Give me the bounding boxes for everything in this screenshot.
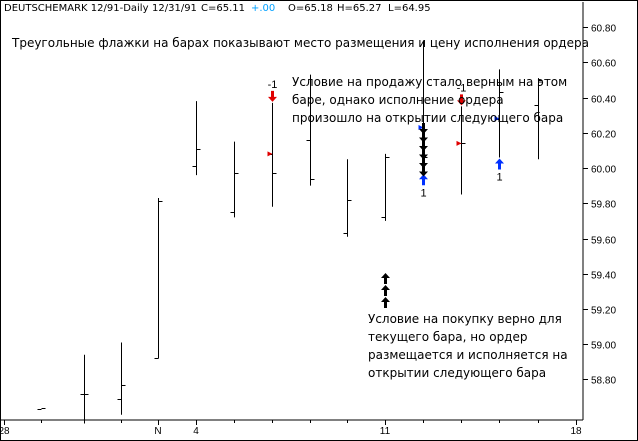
y-tick-label: 59.00 [591, 341, 616, 352]
x-tick-label: 18 [570, 426, 582, 437]
header-high: H=65.27 [337, 3, 382, 14]
x-tick-label: 4 [193, 426, 199, 437]
y-tick-label: 60.20 [591, 130, 616, 141]
ohlc-bar [343, 159, 352, 237]
sell-note-line: Условие на продажу стало верным на этом [292, 75, 568, 89]
annotation-arrow-up [381, 297, 390, 308]
y-tick-label: 60.60 [591, 59, 616, 70]
ohlc-bar [117, 342, 126, 415]
header-open: O=65.18 [288, 3, 333, 14]
buy-note: Условие на покупку верно для текущего ба… [368, 310, 568, 382]
sell-note: Условие на продажу стало верным на этом … [292, 73, 567, 127]
x-tick-label: 28 [0, 426, 10, 437]
ohlc-bar [37, 408, 46, 410]
sell-signal-arrow [457, 94, 466, 106]
annotation-arrow-up [381, 273, 390, 284]
sell-note-line: баре, однако исполнение ордера [292, 93, 504, 107]
ohlc-bar [80, 354, 89, 424]
main-note: Треугольные флажки на барах показывают м… [12, 36, 589, 50]
y-tick-label: 59.40 [591, 271, 616, 282]
sell-fill-flag [456, 140, 462, 146]
y-tick-label: 58.80 [591, 376, 616, 387]
header-low: L=64.95 [388, 3, 431, 14]
buy-note-line: текущего бара, но ордер [368, 330, 528, 344]
ohlc-bar [154, 197, 163, 359]
header-date: 12/31/91 [152, 3, 197, 14]
ohlc-bar [306, 74, 315, 186]
sell-signal-label: -1 [268, 79, 278, 91]
buy-note-line: размещается и исполняется на [368, 348, 568, 362]
buy-fill-flag [494, 116, 500, 122]
annotation-arrow-down [419, 157, 428, 168]
ohlc-bar [534, 78, 543, 160]
annotation-arrow-down [419, 148, 428, 160]
annotation-arrow-down [419, 140, 428, 151]
buy-signal-arrow [495, 158, 504, 170]
annotation-arrow-down [419, 123, 428, 134]
buy-signal-label: 1 [496, 171, 502, 183]
buy-note-line: Условие на покупку верно для [368, 312, 562, 326]
y-tick-label: 59.20 [591, 306, 616, 317]
ohlc-bar [230, 141, 239, 218]
annotation-arrow-down [419, 131, 428, 143]
header-symbol: DEUTSCHEMARK 12/91-Daily [4, 3, 149, 14]
x-tick-label: 11 [380, 426, 391, 437]
sell-note-line: произошло на открытии следующего бара [292, 111, 564, 125]
ohlc-bar [381, 153, 390, 221]
annotation-arrow-down [419, 165, 428, 177]
y-tick-label: 60.00 [591, 165, 616, 176]
y-tick-label: 59.60 [591, 236, 616, 247]
sell-signal-label: -1 [457, 82, 467, 94]
y-tick-label: 60.80 [591, 24, 616, 35]
sell-fill-flag [267, 151, 273, 157]
y-tick-label: 59.80 [591, 200, 616, 211]
buy-fill-flag [418, 124, 424, 130]
annotation-arrow-up [381, 285, 390, 296]
header-change: +.00 [251, 3, 276, 14]
y-tick-label: 60.40 [591, 95, 616, 106]
ohlc-bar [192, 101, 201, 176]
buy-signal-label: 1 [420, 187, 426, 199]
x-tick-label: N [154, 426, 161, 437]
buy-note-line: открытии следующего бара [368, 366, 547, 380]
buy-signal-arrow [419, 174, 428, 186]
header-close: C=65.11 [201, 3, 245, 14]
sell-signal-arrow [268, 90, 277, 102]
